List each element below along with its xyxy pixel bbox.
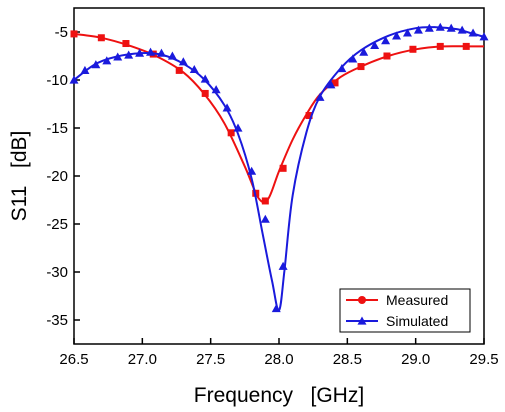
simulated-point — [424, 23, 434, 32]
simulated-point — [211, 85, 221, 94]
x-tick-label: 29.5 — [469, 351, 498, 368]
legend-marker-simulated — [357, 316, 367, 325]
simulated-point — [146, 47, 156, 56]
x-tick-label: 26.5 — [59, 351, 88, 368]
simulated-point — [326, 80, 336, 89]
x-tick-label: 27.5 — [196, 351, 225, 368]
simulated-point — [189, 64, 199, 74]
simulated-point — [381, 36, 391, 45]
measured-point — [227, 129, 235, 137]
simulated-point — [446, 23, 456, 32]
measured-point — [331, 79, 339, 87]
simulated-point — [69, 75, 79, 84]
y-tick-label: -10 — [46, 72, 68, 89]
simulated-point — [233, 123, 243, 132]
simulated-point — [91, 60, 101, 69]
simulated-point — [135, 48, 145, 57]
measured-point — [462, 42, 470, 50]
simulated-point — [348, 54, 358, 63]
measured-point — [261, 197, 269, 205]
simulated-point — [222, 103, 232, 112]
simulated-point — [370, 40, 380, 50]
legend-marker-measured — [358, 296, 366, 304]
simulated-point — [278, 261, 288, 270]
x-axis: 26.5 27.0 27.5 28.0 28.5 29.0 29.5 — [59, 338, 499, 368]
simulated-point — [413, 25, 423, 34]
simulated-point — [167, 51, 177, 60]
y-tick-label: -35 — [46, 312, 68, 329]
x-tick-label: 28.0 — [264, 351, 293, 368]
simulated-point — [435, 22, 445, 31]
simulated-point — [479, 32, 489, 41]
simulated-point — [113, 52, 123, 61]
y-tick-label: -5 — [55, 24, 68, 41]
legend: Measured Simulated — [339, 288, 471, 333]
measured-point — [279, 164, 287, 172]
simulated-point — [80, 65, 90, 74]
y-tick-label: -15 — [46, 120, 68, 137]
y-tick-label: -20 — [46, 168, 68, 185]
legend-label-simulated: Simulated — [386, 313, 448, 329]
series-layer — [69, 22, 489, 313]
y-tick-label: -30 — [46, 264, 68, 281]
measured-point — [436, 42, 444, 50]
simulated-point — [124, 50, 134, 59]
simulated-point — [315, 92, 325, 101]
legend-label-measured: Measured — [386, 292, 448, 308]
x-tick-label: 27.0 — [128, 351, 157, 368]
x-tick-label: 29.0 — [401, 351, 430, 368]
measured-point — [201, 89, 209, 97]
simulated-point — [468, 28, 478, 37]
y-axis: -5 -10 -15 -20 -25 -30 -35 — [46, 24, 80, 329]
measured-point — [383, 52, 391, 60]
measured-point — [357, 63, 365, 71]
series-simulated — [69, 22, 489, 313]
simulated-point — [247, 166, 257, 175]
simulated-point — [178, 57, 188, 66]
measured-point — [70, 30, 78, 38]
simulated-point — [392, 31, 402, 40]
measured-point — [97, 34, 105, 42]
simulated-point — [102, 56, 112, 65]
measured-point — [409, 45, 417, 53]
simulated-point — [200, 74, 210, 83]
simulated-point — [402, 28, 412, 37]
simulated-point — [260, 214, 270, 223]
y-tick-label: -25 — [46, 216, 68, 233]
simulated-point — [271, 303, 281, 313]
measured-point — [175, 66, 183, 74]
plot-area — [73, 7, 485, 345]
measured-line — [73, 32, 484, 204]
simulated-point — [457, 25, 467, 34]
simulated-point — [337, 63, 347, 73]
simulated-point — [156, 48, 166, 57]
measured-point — [305, 112, 313, 120]
y-axis-title: S11 [dB] — [8, 131, 31, 222]
measured-point — [122, 40, 130, 48]
x-tick-label: 28.5 — [333, 351, 362, 368]
simulated-point — [359, 47, 369, 56]
x-axis-title: Frequency [GHz] — [194, 384, 364, 407]
